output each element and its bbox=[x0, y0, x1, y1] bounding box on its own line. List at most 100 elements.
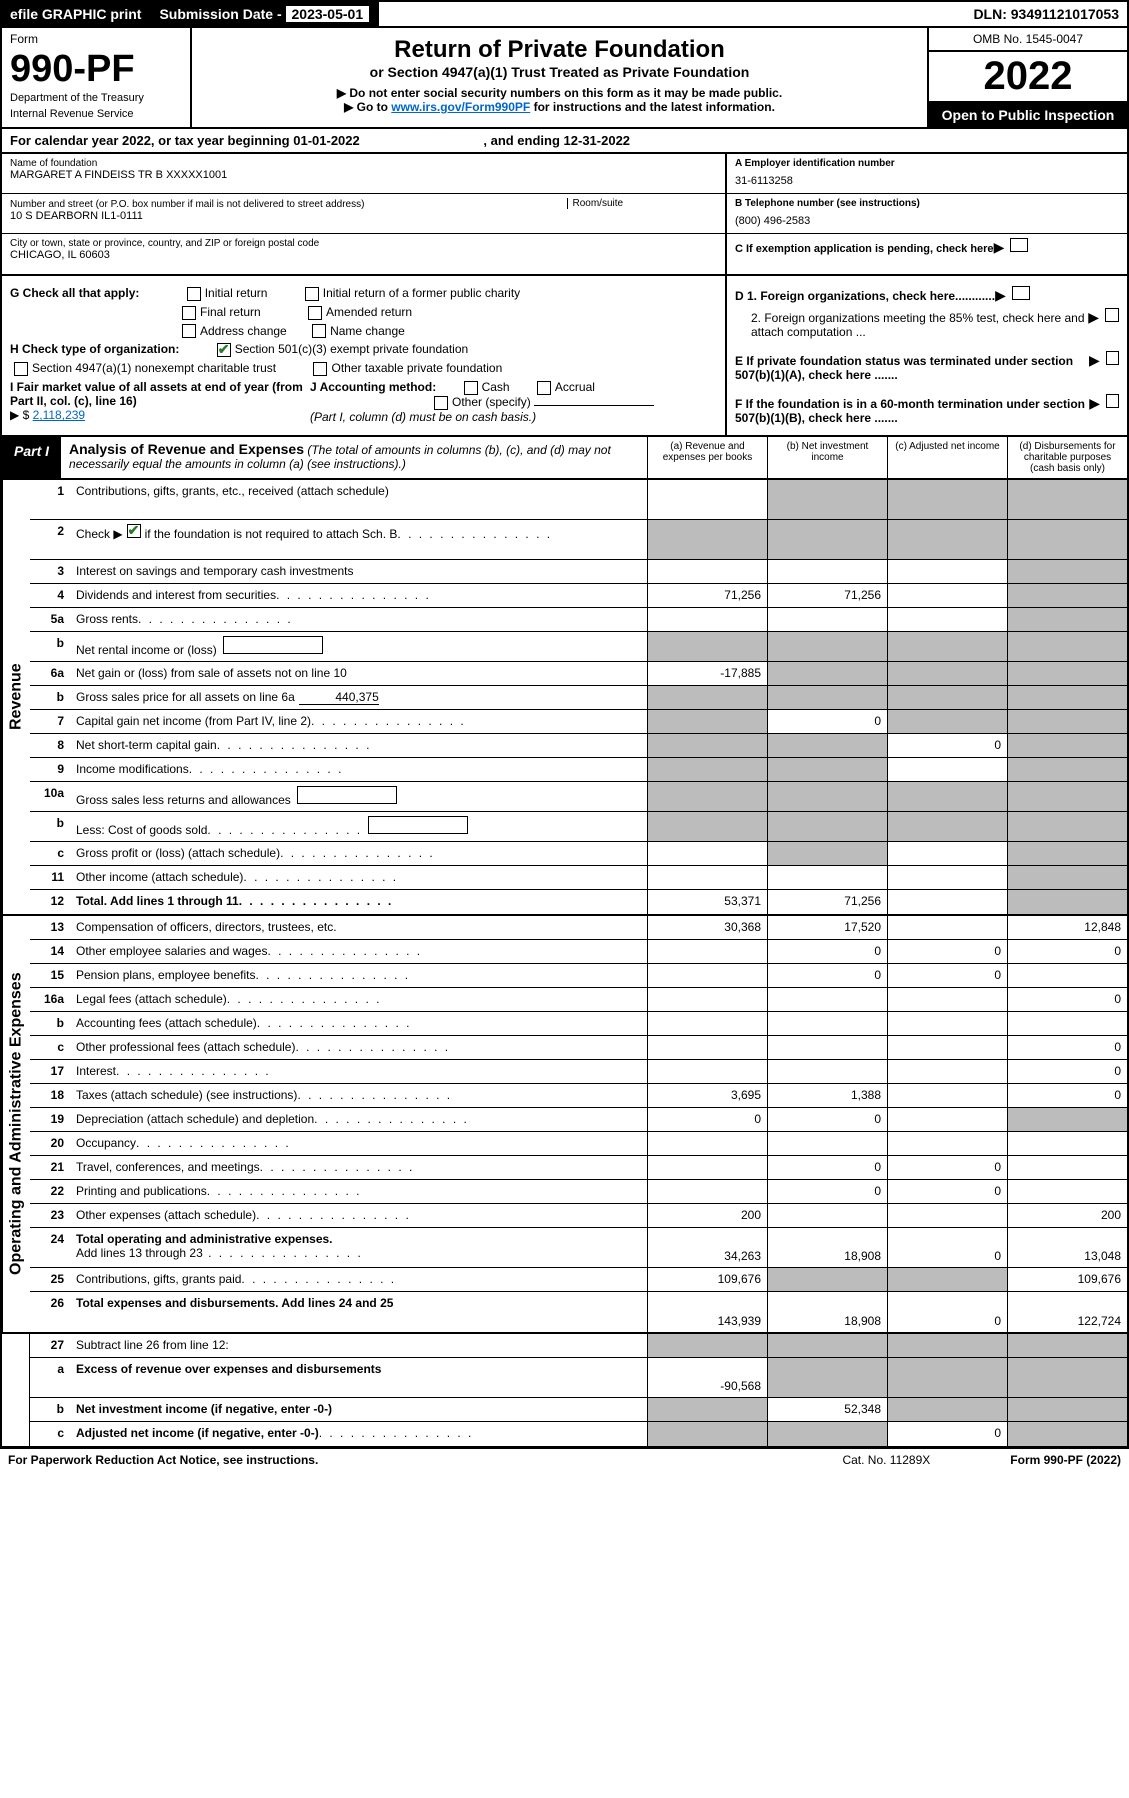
g-row3: Address change Name change bbox=[10, 324, 717, 339]
submission-date-value: 2023-05-01 bbox=[286, 6, 370, 22]
f-row: F If the foundation is in a 60-month ter… bbox=[735, 394, 1119, 425]
line-27: 27Subtract line 26 from line 12: bbox=[30, 1334, 1127, 1358]
checkbox-4947[interactable] bbox=[14, 362, 28, 376]
checkbox-accrual[interactable] bbox=[537, 381, 551, 395]
ein-row: A Employer identification number 31-6113… bbox=[727, 154, 1127, 194]
form-subtitle: or Section 4947(a)(1) Trust Treated as P… bbox=[200, 64, 919, 80]
phone-row: B Telephone number (see instructions) (8… bbox=[727, 194, 1127, 234]
checkbox-c[interactable] bbox=[1010, 238, 1028, 252]
exemption-pending-row: C If exemption application is pending, c… bbox=[727, 234, 1127, 274]
dln: DLN: 93491121017053 bbox=[965, 2, 1127, 26]
form-header: Form 990-PF Department of the Treasury I… bbox=[0, 28, 1129, 129]
checkbox-e[interactable] bbox=[1106, 351, 1119, 365]
col-a-header: (a) Revenue and expenses per books bbox=[647, 437, 767, 478]
paperwork-notice: For Paperwork Reduction Act Notice, see … bbox=[8, 1453, 318, 1467]
e-row: E If private foundation status was termi… bbox=[735, 351, 1119, 382]
part1-badge: Part I bbox=[2, 437, 61, 478]
part1-header: Part I Analysis of Revenue and Expenses … bbox=[0, 437, 1129, 480]
line-27a: aExcess of revenue over expenses and dis… bbox=[30, 1358, 1127, 1398]
open-to-public: Open to Public Inspection bbox=[929, 103, 1127, 127]
checkbox-name-change[interactable] bbox=[312, 324, 326, 338]
checkbox-other-method[interactable] bbox=[434, 396, 448, 410]
checkbox-cash[interactable] bbox=[464, 381, 478, 395]
instructions-link[interactable]: www.irs.gov/Form990PF bbox=[391, 100, 530, 114]
fmv-link[interactable]: 2,118,239 bbox=[33, 408, 86, 422]
address-row: Number and street (or P.O. box number if… bbox=[2, 194, 725, 234]
form-note2: ▶ Go to www.irs.gov/Form990PF for instru… bbox=[200, 100, 919, 114]
line-19: 19Depreciation (attach schedule) and dep… bbox=[30, 1108, 1127, 1132]
revenue-table: Revenue 1Contributions, gifts, grants, e… bbox=[0, 480, 1129, 916]
dept-treasury: Department of the Treasury bbox=[10, 92, 182, 104]
line-27b: bNet investment income (if negative, ent… bbox=[30, 1398, 1127, 1422]
col-d-header: (d) Disbursements for charitable purpose… bbox=[1007, 437, 1127, 478]
h-row: H Check type of organization: Section 50… bbox=[10, 342, 717, 357]
page-footer: For Paperwork Reduction Act Notice, see … bbox=[0, 1448, 1129, 1471]
foundation-name-row: Name of foundation MARGARET A FINDEISS T… bbox=[2, 154, 725, 194]
line-2: 2Check ▶ if the foundation is not requir… bbox=[30, 520, 1127, 560]
line-18: 18Taxes (attach schedule) (see instructi… bbox=[30, 1084, 1127, 1108]
cat-no: Cat. No. 11289X bbox=[842, 1453, 930, 1467]
submission-date-label: Submission Date - 2023-05-01 bbox=[151, 2, 379, 26]
entity-block: Name of foundation MARGARET A FINDEISS T… bbox=[0, 154, 1129, 276]
line-15: 15Pension plans, employee benefits00 bbox=[30, 964, 1127, 988]
col-c-header: (c) Adjusted net income bbox=[887, 437, 1007, 478]
line-25: 25Contributions, gifts, grants paid109,6… bbox=[30, 1268, 1127, 1292]
line-24: 24Total operating and administrative exp… bbox=[30, 1228, 1127, 1268]
line-21: 21Travel, conferences, and meetings00 bbox=[30, 1156, 1127, 1180]
form-title: Return of Private Foundation bbox=[200, 36, 919, 64]
efile-label: efile GRAPHIC print bbox=[2, 2, 151, 26]
line-3: 3Interest on savings and temporary cash … bbox=[30, 560, 1127, 584]
part1-title-cell: Analysis of Revenue and Expenses (The to… bbox=[61, 437, 647, 478]
line-13: 13Compensation of officers, directors, t… bbox=[30, 916, 1127, 940]
form-number: 990-PF bbox=[10, 50, 182, 88]
checkbox-initial-former[interactable] bbox=[305, 287, 319, 301]
top-bar: efile GRAPHIC print Submission Date - 20… bbox=[0, 0, 1129, 28]
d2-row: 2. Foreign organizations meeting the 85%… bbox=[735, 308, 1119, 339]
line-14: 14Other employee salaries and wages000 bbox=[30, 940, 1127, 964]
g-row: G Check all that apply: Initial return I… bbox=[10, 286, 717, 301]
expenses-table: Operating and Administrative Expenses 13… bbox=[0, 916, 1129, 1334]
checkbox-final-return[interactable] bbox=[182, 306, 196, 320]
line-5b: bNet rental income or (loss) bbox=[30, 632, 1127, 662]
header-mid: Return of Private Foundation or Section … bbox=[192, 28, 927, 127]
checkbox-d1[interactable] bbox=[1012, 286, 1030, 300]
calendar-year-row: For calendar year 2022, or tax year begi… bbox=[0, 129, 1129, 154]
line-6b: bGross sales price for all assets on lin… bbox=[30, 686, 1127, 710]
col-b-header: (b) Net investment income bbox=[767, 437, 887, 478]
line-10c: cGross profit or (loss) (attach schedule… bbox=[30, 842, 1127, 866]
line-16a: 16aLegal fees (attach schedule)0 bbox=[30, 988, 1127, 1012]
checkbox-amended-return[interactable] bbox=[308, 306, 322, 320]
line27-block: 27Subtract line 26 from line 12: aExcess… bbox=[0, 1334, 1129, 1448]
city-row: City or town, state or province, country… bbox=[2, 234, 725, 274]
ij-row: I Fair market value of all assets at end… bbox=[10, 380, 717, 424]
checkbox-other-taxable[interactable] bbox=[313, 362, 327, 376]
line-6a: 6aNet gain or (loss) from sale of assets… bbox=[30, 662, 1127, 686]
form-ref: Form 990-PF (2022) bbox=[1010, 1453, 1121, 1467]
checkbox-f[interactable] bbox=[1106, 394, 1119, 408]
line-1: 1Contributions, gifts, grants, etc., rec… bbox=[30, 480, 1127, 520]
h-row2: Section 4947(a)(1) nonexempt charitable … bbox=[10, 361, 717, 376]
checkbox-501c3[interactable] bbox=[217, 343, 231, 357]
checkbox-initial-return[interactable] bbox=[187, 287, 201, 301]
line-23: 23Other expenses (attach schedule)200200 bbox=[30, 1204, 1127, 1228]
ghij-block: G Check all that apply: Initial return I… bbox=[0, 276, 1129, 437]
dept-irs: Internal Revenue Service bbox=[10, 108, 182, 120]
line-17: 17Interest0 bbox=[30, 1060, 1127, 1084]
line-10b: bLess: Cost of goods sold bbox=[30, 812, 1127, 842]
line-8: 8Net short-term capital gain0 bbox=[30, 734, 1127, 758]
checkbox-sch-b[interactable] bbox=[127, 524, 141, 538]
line-4: 4Dividends and interest from securities7… bbox=[30, 584, 1127, 608]
line-10a: 10aGross sales less returns and allowanc… bbox=[30, 782, 1127, 812]
revenue-side-label: Revenue bbox=[2, 480, 30, 914]
line-20: 20Occupancy bbox=[30, 1132, 1127, 1156]
line-7: 7Capital gain net income (from Part IV, … bbox=[30, 710, 1127, 734]
entity-right: A Employer identification number 31-6113… bbox=[727, 154, 1127, 274]
line-16c: cOther professional fees (attach schedul… bbox=[30, 1036, 1127, 1060]
line-27c: cAdjusted net income (if negative, enter… bbox=[30, 1422, 1127, 1446]
expenses-side-label: Operating and Administrative Expenses bbox=[2, 916, 30, 1332]
checkbox-address-change[interactable] bbox=[182, 324, 196, 338]
header-left: Form 990-PF Department of the Treasury I… bbox=[2, 28, 192, 127]
checkbox-d2[interactable] bbox=[1105, 308, 1119, 322]
line-5a: 5aGross rents bbox=[30, 608, 1127, 632]
g-row2: Final return Amended return bbox=[10, 305, 717, 320]
